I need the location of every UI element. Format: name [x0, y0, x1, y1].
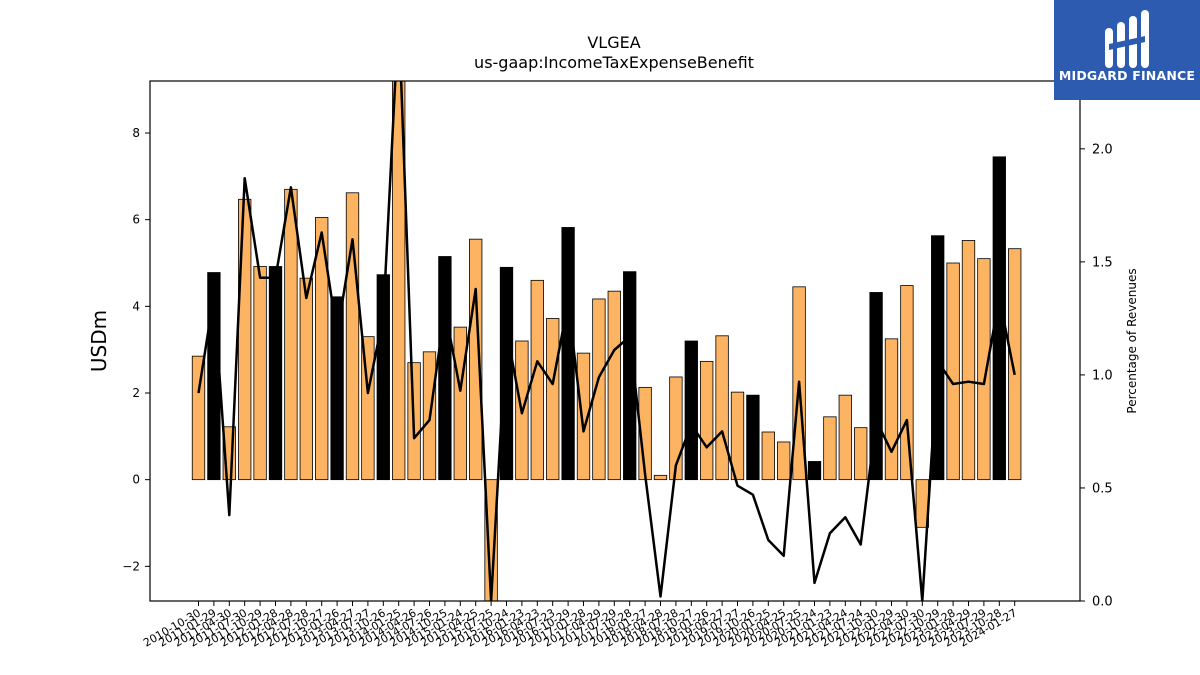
- bar: [1008, 248, 1022, 481]
- revenue-percentage-line: [197, 81, 1016, 601]
- bar: [730, 391, 745, 481]
- y-tick-label: −2: [122, 559, 140, 573]
- bar: [961, 240, 976, 481]
- bar: [884, 338, 899, 481]
- bar: [761, 431, 775, 481]
- chart-title: VLGEA: [587, 33, 640, 52]
- watermark-brand-text: MIDGARD FINANCE: [1058, 68, 1196, 83]
- bar: [576, 352, 591, 481]
- y-tick-label-right: 1.5: [1092, 255, 1113, 270]
- bar: [284, 188, 298, 481]
- bar: [546, 318, 560, 481]
- bar: [869, 292, 883, 481]
- chart-subtitle: us-gaap:IncomeTaxExpenseBenefit: [474, 53, 754, 72]
- y-tick-label-right: 2.0: [1092, 142, 1113, 157]
- bars-layer: [191, 81, 1022, 601]
- bar: [392, 81, 406, 481]
- bar: [777, 441, 791, 481]
- bar: [900, 285, 914, 481]
- axes-layer: −2024680.00.51.01.52.02010-10-302011-01-…: [122, 80, 1113, 650]
- y-tick-label: 8: [132, 126, 140, 140]
- bar: [268, 266, 283, 481]
- bar: [946, 262, 960, 481]
- bar: [653, 474, 668, 481]
- y-axis-label: USDm: [87, 310, 111, 372]
- y-tick-label: 2: [132, 386, 140, 400]
- bar: [315, 217, 329, 481]
- bar: [823, 416, 837, 481]
- bar: [715, 335, 729, 481]
- y-axis-label-right: Percentage of Revenues: [1125, 268, 1139, 413]
- bar: [838, 394, 852, 481]
- bar: [499, 266, 514, 481]
- bar: [854, 427, 868, 481]
- plot-frame: [149, 80, 1081, 602]
- bar: [561, 227, 575, 481]
- bar: [330, 296, 344, 481]
- watermark-logo: MIDGARD FINANCE: [1054, 0, 1200, 100]
- bar: [438, 256, 452, 481]
- bar: [238, 198, 252, 481]
- bar: [253, 266, 267, 481]
- y-tick-label: 0: [132, 473, 140, 487]
- bar: [746, 394, 760, 481]
- bar: [299, 277, 313, 481]
- bar: [623, 271, 637, 481]
- bar: [992, 156, 1006, 481]
- bar: [191, 355, 206, 481]
- bar: [700, 360, 714, 481]
- bar: [453, 326, 467, 481]
- bar: [607, 290, 621, 481]
- y-tick-label-right: 1.0: [1092, 368, 1113, 383]
- line-layer: [197, 81, 1016, 601]
- bar: [469, 238, 483, 481]
- bar: [345, 192, 360, 481]
- y-tick-label-right: 0.5: [1092, 481, 1113, 496]
- bar: [977, 258, 991, 481]
- bar: [807, 461, 822, 481]
- y-tick-label: 4: [132, 299, 140, 313]
- y-tick-label-right: 0.0: [1092, 595, 1113, 610]
- y-tick-label: 6: [132, 213, 140, 227]
- bar: [684, 340, 698, 481]
- bar: [592, 298, 606, 481]
- logo-mark-icon: [1105, 10, 1149, 68]
